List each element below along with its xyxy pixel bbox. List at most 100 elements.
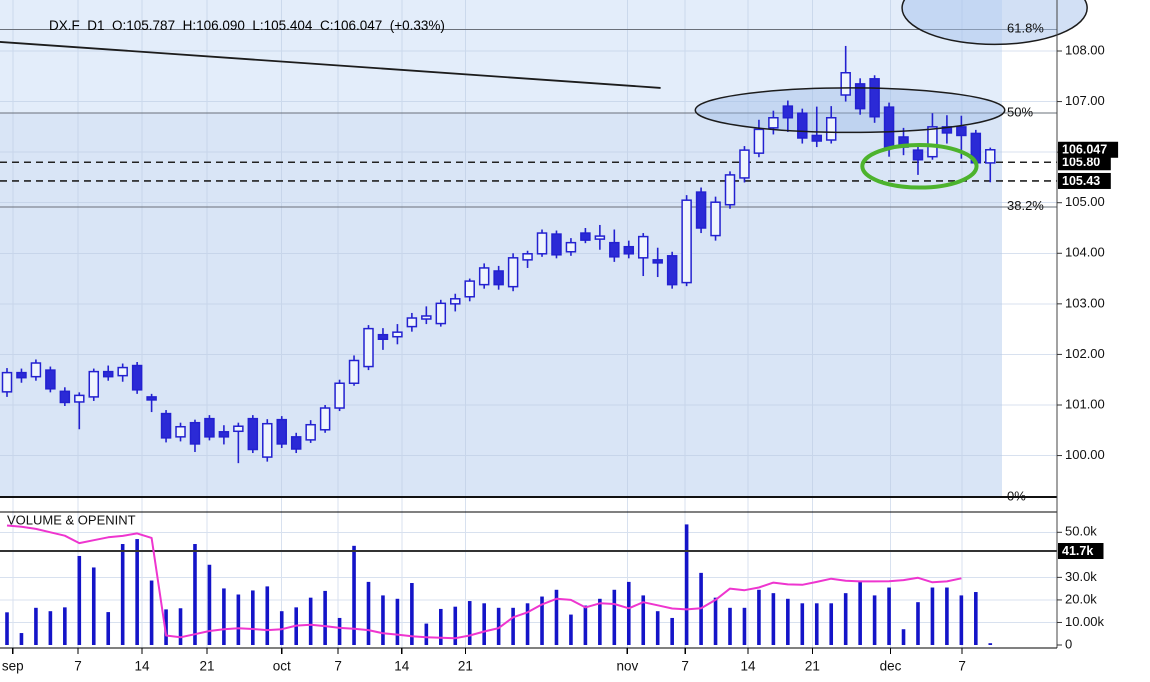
volume-bar [887, 587, 891, 645]
candle[interactable] [348, 355, 360, 386]
volume-bar [178, 608, 183, 645]
candle[interactable] [580, 227, 591, 244]
target-ellipse[interactable] [901, 0, 1088, 46]
volume-bar [193, 544, 197, 645]
candle[interactable] [522, 250, 533, 268]
candle[interactable] [478, 263, 490, 289]
candle[interactable] [493, 265, 504, 290]
price-marker-text: 106.047 [1062, 143, 1107, 157]
candle[interactable] [377, 328, 389, 350]
time-tick-label: sep [2, 659, 24, 674]
candle-body-up [464, 280, 475, 298]
ohlc-readout: DX.F D1 O:105.787 H:106.090 L:105.404 C:… [34, 3, 445, 48]
volume-bar [988, 643, 993, 645]
candle[interactable] [406, 312, 418, 332]
candle[interactable] [768, 110, 779, 135]
candle[interactable] [985, 147, 996, 183]
candle[interactable] [233, 422, 244, 464]
candle[interactable] [363, 325, 374, 371]
candle[interactable] [218, 425, 230, 445]
candle[interactable] [811, 106, 823, 148]
candle[interactable] [681, 195, 692, 287]
candle[interactable] [319, 404, 331, 433]
candle[interactable] [710, 196, 721, 241]
candle[interactable] [247, 415, 259, 454]
candle[interactable] [421, 306, 432, 325]
candle-body-up [305, 423, 316, 441]
volume-bar [974, 592, 978, 645]
candle[interactable] [276, 416, 287, 448]
candle[interactable] [102, 365, 114, 381]
candle[interactable] [88, 368, 100, 401]
candle[interactable] [334, 379, 345, 412]
price-tick-label: 103.00 [1065, 295, 1105, 310]
candle[interactable] [753, 119, 765, 158]
candle[interactable] [45, 366, 56, 393]
candle[interactable] [724, 171, 736, 209]
candle[interactable] [536, 229, 548, 257]
candle-body-up [724, 174, 736, 206]
candle[interactable] [652, 247, 663, 278]
candle[interactable] [204, 415, 215, 441]
candle[interactable] [854, 78, 866, 115]
volume-bar [684, 524, 689, 645]
candle-body-up [507, 257, 519, 288]
candle[interactable] [869, 75, 880, 123]
candle-body-down [276, 418, 287, 445]
candle[interactable] [160, 410, 172, 443]
time-axis[interactable]: sep 7 14 21 oct 7 14 21 nov 7 14 21 dec 7 [2, 648, 966, 674]
candle[interactable] [782, 100, 794, 132]
volume-pane[interactable]: VOLUME & OPENINT [0, 511, 1057, 645]
consolidation-ellipse[interactable] [694, 87, 1006, 134]
candle-body-up [421, 315, 432, 320]
candle-body-down [160, 412, 172, 439]
candle[interactable] [609, 229, 620, 262]
candle[interactable] [507, 253, 519, 292]
candle[interactable] [74, 392, 85, 430]
volume-bar [858, 580, 862, 645]
candle[interactable] [637, 233, 649, 277]
trendline-annotation[interactable] [0, 41, 661, 89]
candle[interactable] [840, 45, 851, 102]
candle[interactable] [739, 146, 750, 183]
candle[interactable] [189, 419, 201, 453]
volume-bar [742, 607, 747, 645]
candle[interactable] [175, 422, 186, 442]
candle[interactable] [565, 238, 577, 256]
candle-body-up [1, 371, 13, 393]
candle[interactable] [305, 420, 316, 443]
price-axis[interactable]: 108.00107.00106.00105.00104.00103.00102.… [0, 0, 1119, 651]
candle[interactable] [912, 143, 924, 175]
candle[interactable] [59, 387, 71, 407]
candle[interactable] [450, 293, 461, 312]
candle[interactable] [594, 224, 606, 250]
candle[interactable] [262, 419, 273, 462]
candle[interactable] [695, 187, 707, 234]
candle[interactable] [464, 278, 475, 302]
candle[interactable] [290, 432, 302, 454]
candle-body-up [739, 149, 750, 179]
candle[interactable] [551, 230, 562, 259]
candle[interactable] [927, 113, 938, 160]
volume-bar [945, 587, 949, 645]
candle[interactable] [146, 393, 157, 413]
price-tick-label: 102.00 [1065, 346, 1105, 361]
price-marker: 106.047 [1058, 141, 1119, 158]
candle[interactable] [666, 251, 678, 289]
volume-bar [222, 588, 226, 645]
candle[interactable] [797, 108, 808, 144]
candle[interactable] [131, 362, 143, 394]
candle-body-up [450, 298, 461, 305]
candle[interactable] [623, 240, 635, 259]
candle[interactable] [16, 368, 27, 383]
support-green-circle[interactable] [860, 143, 979, 190]
candle[interactable] [30, 359, 42, 381]
candle[interactable] [1, 368, 13, 397]
candle[interactable] [435, 299, 447, 327]
time-tick-label: oct [273, 659, 291, 674]
candle[interactable] [825, 106, 837, 144]
candle[interactable] [117, 363, 128, 382]
volume-bar [164, 609, 168, 645]
candle[interactable] [392, 324, 403, 345]
